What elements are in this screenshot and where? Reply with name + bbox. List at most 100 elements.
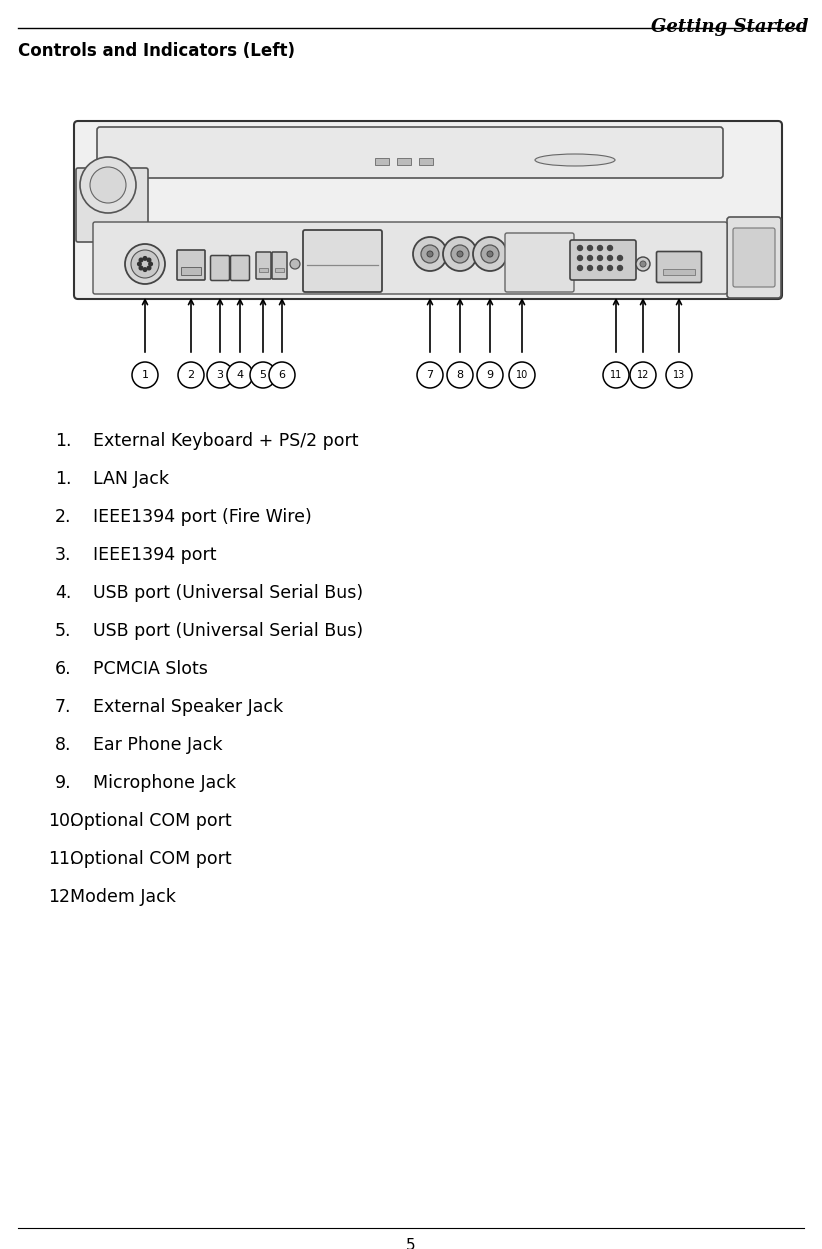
Circle shape bbox=[607, 256, 612, 261]
Bar bbox=[275, 269, 284, 272]
Text: Ear Phone Jack: Ear Phone Jack bbox=[93, 736, 223, 754]
Text: Controls and Indicators (Left): Controls and Indicators (Left) bbox=[18, 42, 295, 60]
FancyBboxPatch shape bbox=[177, 250, 205, 280]
Circle shape bbox=[598, 266, 603, 271]
Text: 5.: 5. bbox=[55, 622, 72, 639]
FancyBboxPatch shape bbox=[109, 224, 141, 246]
Circle shape bbox=[457, 251, 463, 257]
Circle shape bbox=[578, 256, 583, 261]
Circle shape bbox=[509, 362, 535, 388]
Text: Microphone Jack: Microphone Jack bbox=[93, 774, 236, 792]
FancyBboxPatch shape bbox=[505, 234, 574, 292]
Circle shape bbox=[143, 267, 147, 271]
FancyBboxPatch shape bbox=[256, 252, 271, 279]
Text: 8.: 8. bbox=[55, 736, 72, 754]
Text: 6: 6 bbox=[279, 370, 285, 380]
Text: USB port (Universal Serial Bus): USB port (Universal Serial Bus) bbox=[93, 622, 363, 639]
Bar bbox=[663, 269, 695, 275]
Circle shape bbox=[578, 266, 583, 271]
Text: 6.: 6. bbox=[55, 659, 72, 678]
Circle shape bbox=[588, 256, 593, 261]
Text: 1.: 1. bbox=[55, 432, 72, 450]
Text: IEEE1394 port: IEEE1394 port bbox=[93, 546, 216, 565]
Circle shape bbox=[149, 262, 152, 266]
Circle shape bbox=[578, 246, 583, 251]
Circle shape bbox=[598, 256, 603, 261]
Text: 11.: 11. bbox=[48, 851, 76, 868]
Text: Optional COM port: Optional COM port bbox=[70, 812, 232, 831]
Circle shape bbox=[132, 362, 158, 388]
Text: 11: 11 bbox=[610, 370, 622, 380]
Circle shape bbox=[207, 362, 233, 388]
Ellipse shape bbox=[535, 154, 615, 166]
Circle shape bbox=[443, 237, 477, 271]
FancyBboxPatch shape bbox=[97, 127, 723, 179]
Circle shape bbox=[487, 251, 493, 257]
FancyBboxPatch shape bbox=[303, 230, 382, 292]
Text: 12: 12 bbox=[637, 370, 649, 380]
Bar bbox=[375, 159, 389, 165]
Circle shape bbox=[630, 362, 656, 388]
Text: Modem Jack: Modem Jack bbox=[70, 888, 176, 906]
Bar bbox=[181, 267, 201, 275]
Circle shape bbox=[598, 246, 603, 251]
Text: 9.: 9. bbox=[55, 774, 72, 792]
FancyBboxPatch shape bbox=[727, 217, 781, 299]
Text: 2.: 2. bbox=[55, 508, 72, 526]
Text: 5: 5 bbox=[260, 370, 266, 380]
Bar bbox=[419, 159, 433, 165]
Circle shape bbox=[143, 256, 147, 260]
Circle shape bbox=[227, 362, 253, 388]
Circle shape bbox=[413, 237, 447, 271]
Circle shape bbox=[147, 266, 150, 270]
Circle shape bbox=[131, 250, 159, 279]
Text: 13: 13 bbox=[673, 370, 685, 380]
FancyBboxPatch shape bbox=[570, 240, 636, 280]
Text: 7: 7 bbox=[427, 370, 433, 380]
Circle shape bbox=[617, 256, 622, 261]
Circle shape bbox=[640, 261, 646, 267]
Circle shape bbox=[125, 244, 165, 284]
Text: 4.: 4. bbox=[55, 585, 72, 602]
FancyBboxPatch shape bbox=[657, 251, 701, 282]
FancyBboxPatch shape bbox=[93, 222, 727, 294]
Text: Getting Started: Getting Started bbox=[650, 17, 808, 36]
Text: 5: 5 bbox=[406, 1238, 416, 1249]
FancyBboxPatch shape bbox=[210, 256, 229, 281]
FancyBboxPatch shape bbox=[74, 121, 782, 299]
Text: PCMCIA Slots: PCMCIA Slots bbox=[93, 659, 208, 678]
Text: Optional COM port: Optional COM port bbox=[70, 851, 232, 868]
Circle shape bbox=[477, 362, 503, 388]
Bar bbox=[397, 159, 411, 165]
Circle shape bbox=[178, 362, 204, 388]
Circle shape bbox=[603, 362, 629, 388]
Text: 9: 9 bbox=[487, 370, 493, 380]
Circle shape bbox=[417, 362, 443, 388]
Text: 4: 4 bbox=[237, 370, 243, 380]
FancyBboxPatch shape bbox=[230, 256, 250, 281]
Circle shape bbox=[607, 266, 612, 271]
Circle shape bbox=[666, 362, 692, 388]
Circle shape bbox=[80, 157, 136, 214]
Circle shape bbox=[139, 266, 143, 270]
Text: 8: 8 bbox=[456, 370, 464, 380]
FancyBboxPatch shape bbox=[76, 169, 148, 242]
Text: External Keyboard + PS/2 port: External Keyboard + PS/2 port bbox=[93, 432, 358, 450]
Bar bbox=[259, 269, 268, 272]
Text: External Speaker Jack: External Speaker Jack bbox=[93, 698, 283, 716]
Circle shape bbox=[617, 266, 622, 271]
Text: USB port (Universal Serial Bus): USB port (Universal Serial Bus) bbox=[93, 585, 363, 602]
Circle shape bbox=[447, 362, 473, 388]
Circle shape bbox=[90, 167, 126, 204]
Circle shape bbox=[451, 245, 469, 264]
Text: 3.: 3. bbox=[55, 546, 72, 565]
Circle shape bbox=[250, 362, 276, 388]
Circle shape bbox=[588, 246, 593, 251]
Circle shape bbox=[137, 262, 141, 266]
Circle shape bbox=[636, 257, 650, 271]
Text: 1.: 1. bbox=[55, 470, 72, 488]
Text: 10: 10 bbox=[516, 370, 528, 380]
Circle shape bbox=[473, 237, 507, 271]
FancyBboxPatch shape bbox=[733, 229, 775, 287]
Circle shape bbox=[427, 251, 433, 257]
